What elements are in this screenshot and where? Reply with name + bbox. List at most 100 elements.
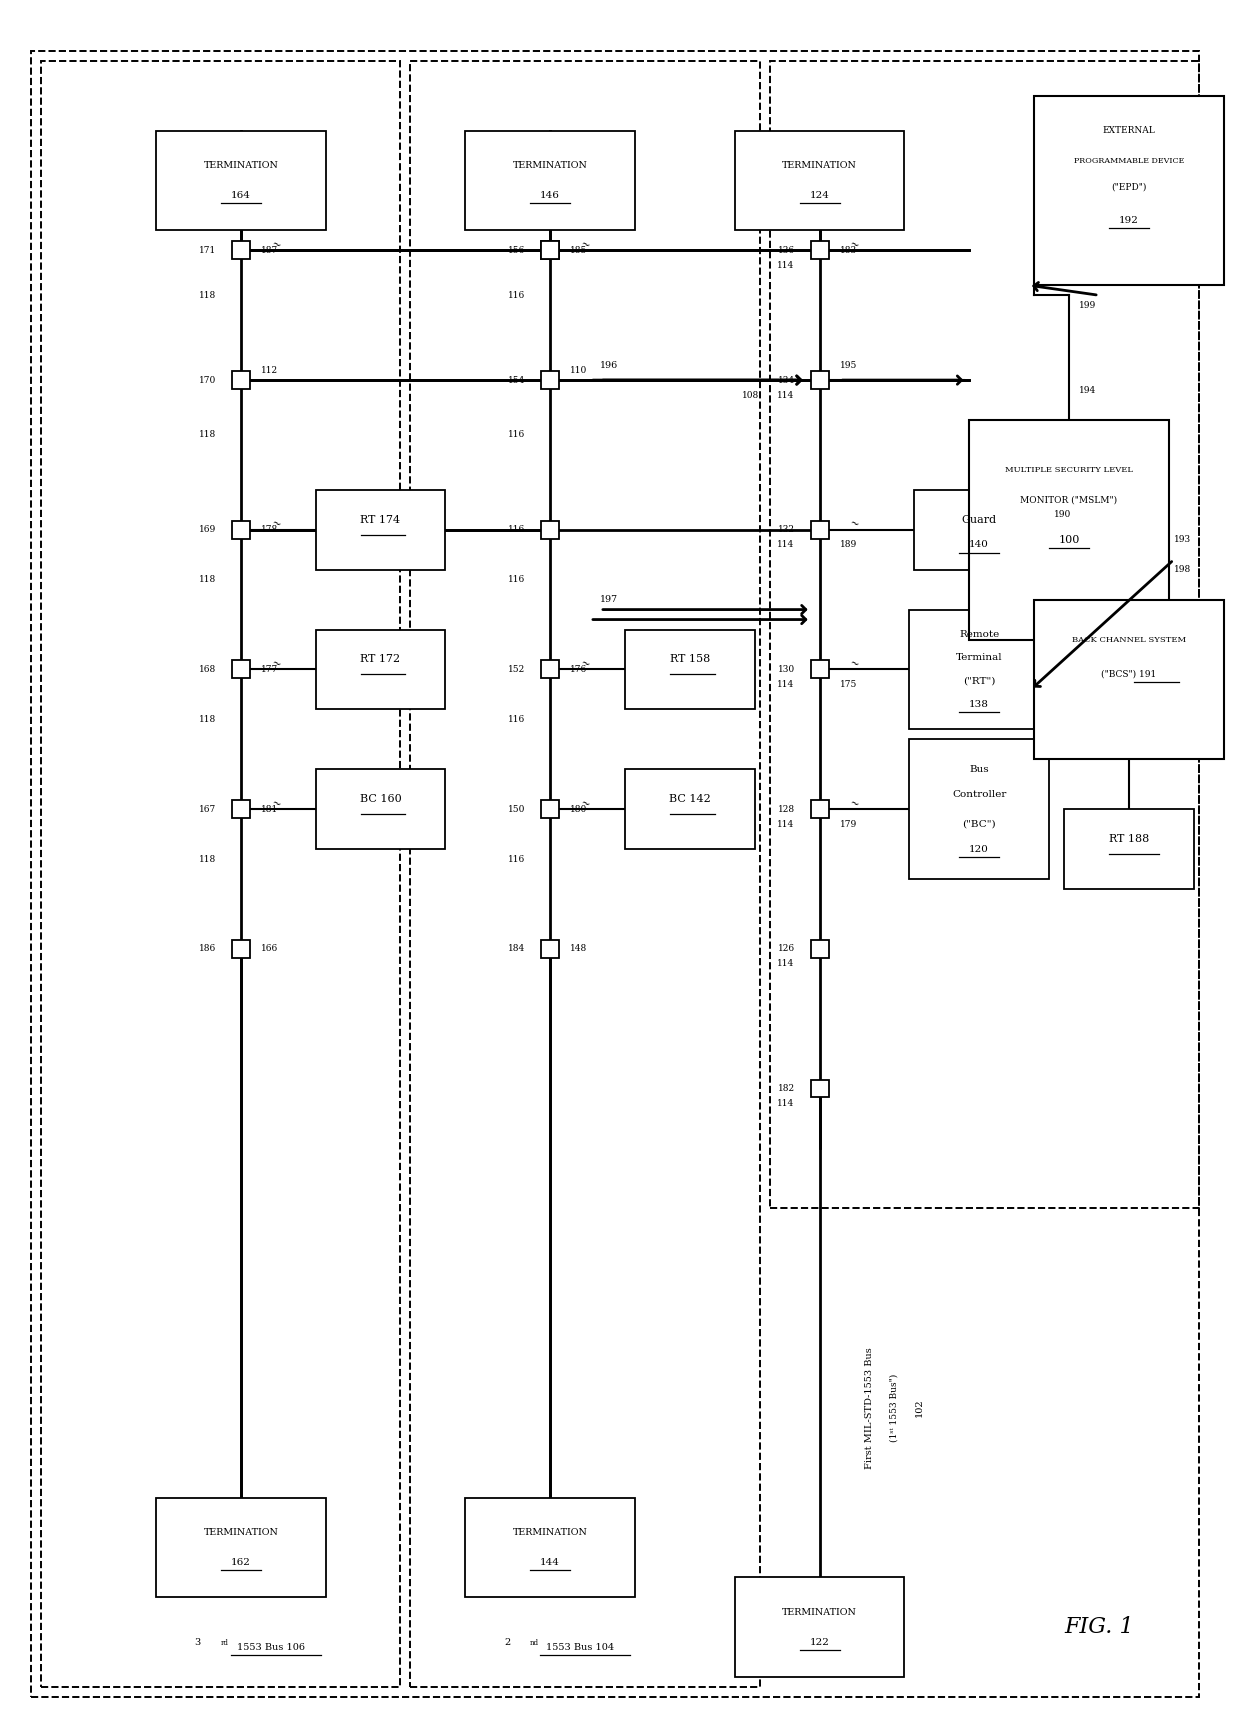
Bar	[541, 242, 559, 259]
Text: 118: 118	[198, 714, 216, 724]
Text: 190: 190	[1054, 510, 1071, 519]
Text: ("RT"): ("RT")	[963, 678, 996, 686]
Text: ~: ~	[270, 519, 281, 531]
Bar	[232, 660, 249, 678]
Text: TERMINATION: TERMINATION	[512, 1528, 588, 1537]
Text: MONITOR ("MSLM"): MONITOR ("MSLM")	[1021, 494, 1117, 505]
Text: 154: 154	[508, 375, 526, 384]
Text: 114: 114	[777, 391, 795, 399]
Text: 114: 114	[777, 820, 795, 828]
Text: 144: 144	[541, 1558, 560, 1566]
Text: Terminal: Terminal	[956, 654, 1002, 662]
Text: ("EPD"): ("EPD")	[1111, 183, 1147, 192]
Text: FIG. 1: FIG. 1	[1064, 1617, 1133, 1639]
Text: RT 174: RT 174	[361, 515, 401, 526]
Text: 167: 167	[198, 804, 216, 814]
Text: ~: ~	[579, 659, 591, 671]
Text: 2: 2	[503, 1639, 510, 1648]
Text: Controller: Controller	[952, 790, 1007, 799]
Text: 130: 130	[777, 666, 795, 674]
Text: 114: 114	[777, 539, 795, 550]
Bar	[465, 131, 635, 230]
Bar	[811, 660, 828, 678]
Text: 118: 118	[198, 290, 216, 299]
Text: EXTERNAL: EXTERNAL	[1102, 126, 1156, 135]
Bar	[410, 61, 760, 1688]
Bar	[232, 801, 249, 818]
Bar	[541, 242, 559, 259]
Text: ~: ~	[270, 659, 281, 671]
Bar	[770, 61, 1199, 1209]
Text: 134: 134	[777, 375, 795, 384]
Text: 118: 118	[198, 576, 216, 584]
Bar	[811, 1079, 828, 1098]
Text: 168: 168	[198, 666, 216, 674]
Text: 112: 112	[260, 365, 278, 375]
Text: 177: 177	[260, 666, 278, 674]
Text: TERMINATION: TERMINATION	[782, 1608, 857, 1617]
Text: 181: 181	[260, 804, 278, 814]
Text: 120: 120	[970, 844, 990, 854]
Text: 1553 Bus 104: 1553 Bus 104	[546, 1643, 614, 1651]
Text: 171: 171	[198, 246, 216, 254]
Text: BC 142: BC 142	[668, 794, 711, 804]
Bar	[316, 629, 445, 709]
Text: 196: 196	[600, 361, 619, 370]
Bar	[1064, 809, 1194, 889]
Bar	[156, 131, 326, 230]
Text: ("BC"): ("BC")	[962, 820, 996, 828]
Bar	[909, 610, 1049, 730]
Bar	[541, 660, 559, 678]
Text: 116: 116	[508, 526, 526, 534]
Text: 100: 100	[1058, 534, 1080, 545]
Text: 116: 116	[508, 854, 526, 863]
Text: Guard: Guard	[962, 515, 997, 526]
Text: 186: 186	[198, 944, 216, 953]
Text: 176: 176	[570, 666, 588, 674]
Text: 199: 199	[1079, 301, 1096, 309]
Bar	[41, 61, 401, 1688]
Text: BACK CHANNEL SYSTEM: BACK CHANNEL SYSTEM	[1071, 636, 1185, 643]
Text: 116: 116	[508, 714, 526, 724]
Text: 193: 193	[1174, 536, 1190, 545]
Bar	[811, 801, 828, 818]
Text: (1ˢᵗ 1553 Bus"): (1ˢᵗ 1553 Bus")	[890, 1373, 899, 1442]
Bar	[316, 489, 445, 569]
Text: 182: 182	[777, 1084, 795, 1093]
Bar	[541, 372, 559, 389]
Text: 102: 102	[915, 1399, 924, 1418]
Text: 132: 132	[777, 526, 795, 534]
Text: First MIL-STD-1553 Bus: First MIL-STD-1553 Bus	[866, 1347, 874, 1468]
Text: 170: 170	[198, 375, 216, 384]
Text: rd: rd	[221, 1639, 228, 1648]
Bar	[232, 520, 249, 539]
Text: ~: ~	[270, 239, 281, 252]
Text: ~: ~	[579, 239, 591, 252]
Text: ~: ~	[270, 797, 281, 811]
Text: 180: 180	[570, 804, 588, 814]
Text: ~: ~	[579, 797, 591, 811]
Text: 178: 178	[260, 526, 278, 534]
Text: Remote: Remote	[959, 629, 999, 640]
Text: 156: 156	[508, 246, 526, 254]
Text: ~: ~	[848, 797, 861, 811]
Bar	[811, 941, 828, 958]
Bar	[970, 420, 1169, 640]
Text: PROGRAMMABLE DEVICE: PROGRAMMABLE DEVICE	[1074, 157, 1184, 164]
Text: 136: 136	[777, 246, 795, 254]
Text: RT 188: RT 188	[1109, 833, 1149, 844]
Text: 110: 110	[570, 365, 588, 375]
Text: 169: 169	[198, 526, 216, 534]
Bar	[232, 242, 249, 259]
Text: 116: 116	[508, 576, 526, 584]
Text: 189: 189	[839, 539, 857, 550]
Text: 140: 140	[970, 539, 990, 550]
Text: 114: 114	[777, 960, 795, 968]
Text: 162: 162	[231, 1558, 250, 1566]
Text: 114: 114	[777, 261, 795, 270]
Text: 166: 166	[260, 944, 278, 953]
Bar	[1034, 600, 1224, 759]
Bar	[232, 372, 249, 389]
Text: MULTIPLE SECURITY LEVEL: MULTIPLE SECURITY LEVEL	[1004, 465, 1133, 474]
Text: TERMINATION: TERMINATION	[782, 161, 857, 169]
